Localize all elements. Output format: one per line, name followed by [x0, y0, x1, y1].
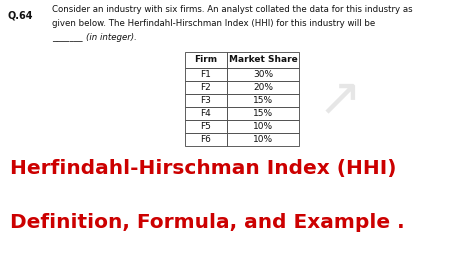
Text: 20%: 20%	[253, 83, 273, 92]
Bar	[227, 94, 299, 107]
Text: (in integer).: (in integer).	[86, 33, 137, 42]
Text: 15%: 15%	[253, 96, 273, 105]
Bar	[227, 81, 299, 94]
Text: F4: F4	[201, 109, 211, 118]
Text: 30%: 30%	[253, 70, 273, 79]
Bar	[227, 52, 299, 68]
Text: F6: F6	[201, 135, 211, 144]
Bar	[185, 68, 227, 81]
Text: _______: _______	[52, 33, 82, 42]
Text: F3: F3	[201, 96, 211, 105]
Bar	[185, 52, 227, 68]
Bar	[185, 94, 227, 107]
Bar	[185, 107, 227, 120]
Bar	[185, 120, 227, 133]
Text: Herfindahl-Hirschman Index (HHI): Herfindahl-Hirschman Index (HHI)	[10, 159, 396, 178]
Bar	[185, 81, 227, 94]
Text: F5: F5	[201, 122, 211, 131]
Text: 10%: 10%	[253, 135, 273, 144]
Bar	[185, 133, 227, 146]
Text: 15%: 15%	[253, 109, 273, 118]
Bar	[227, 68, 299, 81]
Text: Firm: Firm	[194, 56, 218, 64]
Text: 10%: 10%	[253, 122, 273, 131]
Text: Q.64: Q.64	[8, 10, 34, 20]
Text: F1: F1	[201, 70, 211, 79]
Bar	[227, 107, 299, 120]
Text: F2: F2	[201, 83, 211, 92]
Text: Market Share: Market Share	[228, 56, 297, 64]
Text: given below. The Herfindahl-Hirschman Index (HHI) for this industry will be: given below. The Herfindahl-Hirschman In…	[52, 19, 375, 28]
Bar	[227, 133, 299, 146]
Text: Consider an industry with six firms. An analyst collated the data for this indus: Consider an industry with six firms. An …	[52, 5, 413, 14]
Text: ↗: ↗	[318, 73, 362, 125]
Text: Definition, Formula, and Example .: Definition, Formula, and Example .	[10, 213, 405, 232]
Bar	[227, 120, 299, 133]
